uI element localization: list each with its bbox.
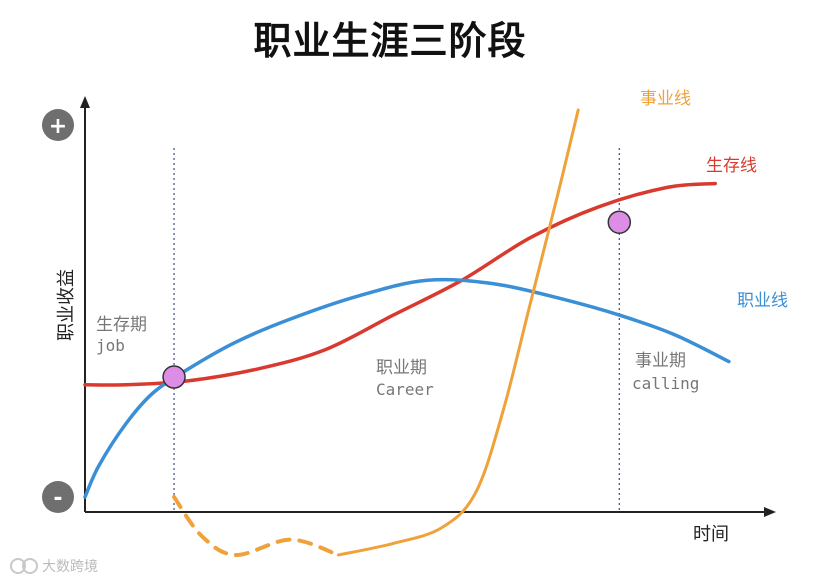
series-line-2 — [336, 108, 580, 557]
x-axis-arrow — [764, 507, 776, 517]
series-label-career: 职业线 — [737, 291, 788, 311]
y-minus-label: - — [53, 486, 62, 511]
intersection-marker-1 — [162, 365, 186, 389]
phase-label-career-en: Career — [376, 380, 434, 399]
intersection-marker-2 — [607, 210, 632, 234]
y-plus-label: + — [49, 114, 67, 139]
phase-label-calling: 事业期 — [635, 351, 686, 371]
watermark: 大数跨境 — [10, 558, 98, 575]
watermark-logo-icon — [10, 558, 26, 574]
phase-label-survival-en: job — [96, 336, 125, 355]
intersection-layer — [162, 210, 632, 389]
series-label-calling: 事业线 — [640, 89, 691, 109]
phase-label-calling-en: calling — [632, 374, 699, 393]
x-axis-label: 时间 — [693, 524, 729, 545]
series-line-1 — [83, 277, 731, 499]
y-plus-marker: + — [42, 109, 74, 141]
y-axis-label: 职业收益 — [56, 269, 77, 341]
y-axis-arrow — [80, 96, 90, 108]
chart-title: 职业生涯三阶段 — [253, 19, 526, 63]
series-layer — [83, 108, 731, 557]
phase-label-survival: 生存期 — [96, 315, 147, 335]
phase-label-career: 职业期 — [376, 358, 427, 378]
y-minus-marker: - — [42, 481, 74, 513]
series-label-survival: 生存线 — [706, 156, 757, 176]
series-line-2-dashed — [172, 495, 341, 557]
watermark-text: 大数跨境 — [42, 559, 98, 575]
